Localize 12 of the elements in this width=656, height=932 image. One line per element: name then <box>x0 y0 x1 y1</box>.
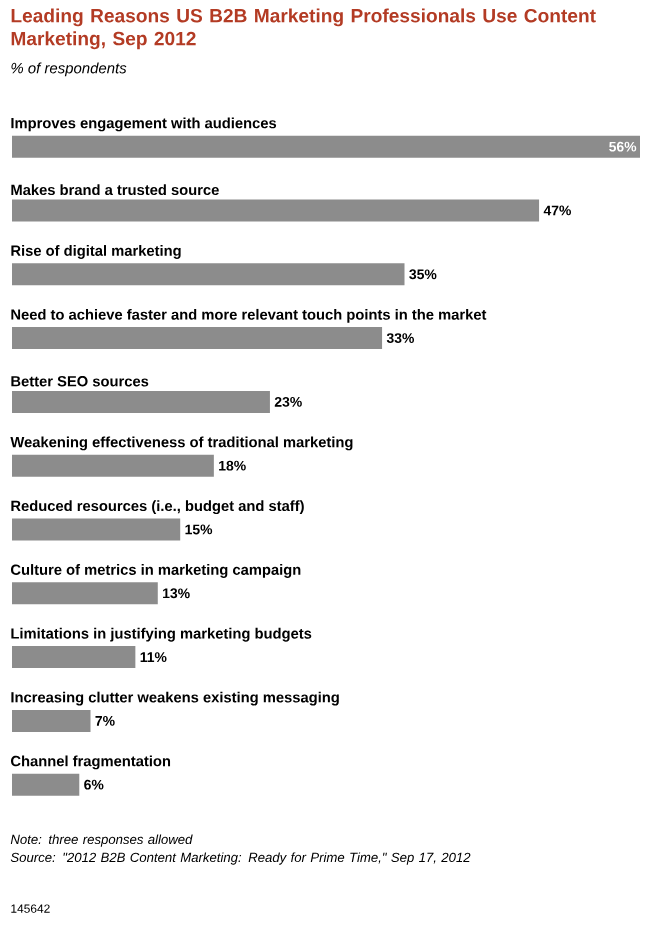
bar <box>12 199 540 222</box>
bar <box>12 582 158 605</box>
bar <box>12 709 91 732</box>
bar <box>12 518 181 541</box>
bar <box>12 390 270 413</box>
bar <box>12 263 405 286</box>
bar <box>12 646 136 669</box>
chart-title: Leading Reasons US B2B Marketing Professionals Use Content Marketing, Sep 2012 <box>11 8 596 50</box>
bar <box>12 327 383 350</box>
bar <box>12 454 214 477</box>
bar <box>12 135 640 158</box>
bar <box>12 773 80 796</box>
